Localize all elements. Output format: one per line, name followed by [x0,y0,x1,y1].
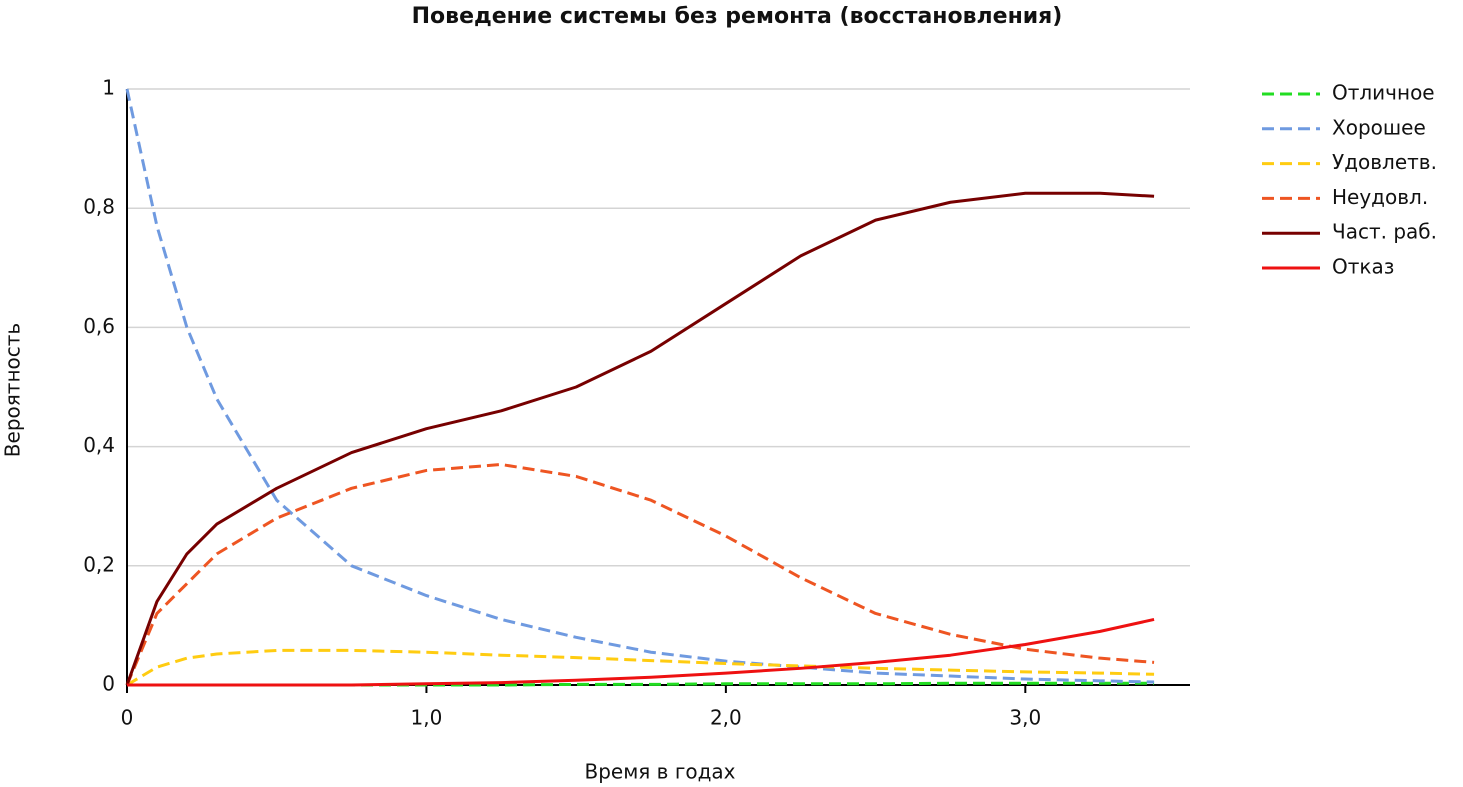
x-tick-label: 2,0 [710,706,742,730]
legend-label: Част. раб. [1332,220,1437,244]
chart-title: Поведение системы без ремонта (восстанов… [412,4,1063,29]
series-line [126,648,1155,687]
series-line [127,617,1155,687]
series-line [125,191,1155,686]
series-line [125,88,1155,684]
y-tick-label: 0,4 [83,433,115,457]
y-tick-label: 0,6 [83,314,115,338]
legend-label: Отличное [1332,81,1435,105]
legend-label: Удовлетв. [1332,150,1437,174]
y-tick-label: 1 [102,76,115,100]
x-axis-label: Время в годах [584,760,735,784]
legend-label: Хорошее [1332,115,1426,139]
y-axis-label: Вероятность [1,323,25,457]
series-line [125,462,1155,686]
y-tick-label: 0,8 [83,195,115,219]
legend-label: Неудовл. [1332,185,1428,209]
x-tick-label: 0 [121,706,134,730]
legend-label: Отказ [1332,255,1394,279]
x-tick-label: 1,0 [411,706,443,730]
x-tick-label: 3,0 [1009,706,1041,730]
y-tick-label: 0,2 [83,552,115,576]
y-tick-label: 0 [102,672,115,696]
